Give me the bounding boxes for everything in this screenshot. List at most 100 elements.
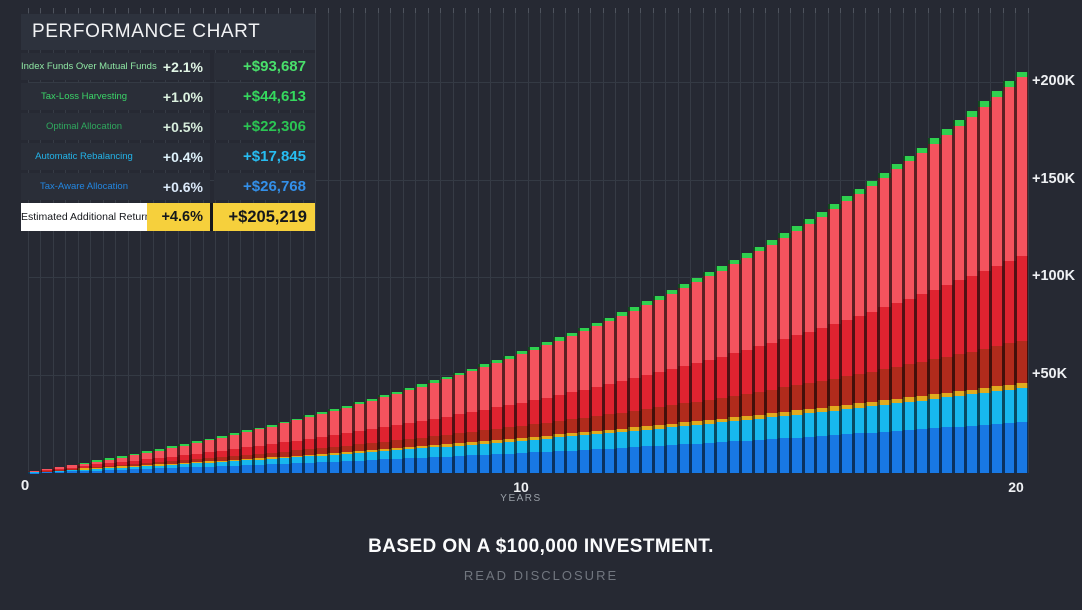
bar	[854, 188, 864, 473]
bar-segment-tax-loss-harvesting	[404, 423, 414, 439]
bar	[654, 295, 664, 473]
bar-segment-highlight-green	[467, 368, 477, 372]
bar-segment-tax-aware-allocation	[117, 469, 127, 473]
gridline-vertical	[590, 8, 591, 473]
bar-segment-automatic-rebalancing	[292, 457, 302, 464]
bar-segment-tax-aware-allocation	[692, 443, 702, 473]
bar-segment-highlight-green	[529, 346, 539, 350]
bar-segment-highlight-yellow	[417, 446, 427, 449]
bar-segment-tax-loss-harvesting	[117, 461, 127, 465]
legend-pct: +1.0%	[162, 88, 203, 105]
bar-segment-automatic-rebalancing	[142, 466, 152, 469]
bar-segment-optimal-allocation	[267, 452, 277, 458]
bar-segment-automatic-rebalancing	[904, 401, 914, 431]
bar-segment-tax-aware-allocation	[192, 467, 202, 473]
bar-segment-automatic-rebalancing	[204, 462, 214, 467]
bar-segment-automatic-rebalancing	[929, 398, 939, 429]
bar-segment-tax-loss-harvesting	[992, 265, 1002, 347]
bar-segment-index-funds-over-mutual-funds	[354, 404, 364, 432]
total-value: +$205,219	[213, 203, 315, 231]
bar-segment-tax-loss-harvesting	[204, 452, 214, 459]
bar-segment-index-funds-over-mutual-funds	[954, 125, 964, 281]
bar-segment-automatic-rebalancing	[517, 440, 527, 454]
bar-segment-tax-loss-harvesting	[392, 425, 402, 441]
bar-segment-automatic-rebalancing	[792, 414, 802, 438]
legend-row-tax-aware-allocation: Tax-Aware Allocation +0.6% +$26,768	[21, 173, 315, 200]
bar-segment-index-funds-over-mutual-funds	[229, 435, 239, 450]
bar	[192, 441, 202, 473]
bar-segment-highlight-yellow	[729, 417, 739, 422]
bar	[292, 418, 302, 473]
bar-segment-highlight-yellow	[754, 414, 764, 419]
bar-segment-tax-aware-allocation	[467, 455, 477, 473]
bar-segment-index-funds-over-mutual-funds	[767, 244, 777, 343]
bar-segment-highlight-yellow	[379, 449, 389, 452]
bar-segment-automatic-rebalancing	[229, 461, 239, 466]
bar-segment-index-funds-over-mutual-funds	[467, 371, 477, 413]
bar-segment-highlight-green	[354, 402, 364, 405]
bar	[179, 443, 189, 473]
bar-segment-optimal-allocation	[879, 369, 889, 401]
bar-segment-highlight-yellow	[679, 422, 689, 427]
bar-segment-highlight-green	[279, 421, 289, 424]
bar-segment-tax-loss-harvesting	[242, 447, 252, 456]
bar-segment-tax-aware-allocation	[279, 463, 289, 473]
bar-segment-highlight-yellow	[979, 387, 989, 393]
read-disclosure-link[interactable]: READ DISCLOSURE	[463, 568, 619, 583]
bar-segment-tax-aware-allocation	[179, 467, 189, 473]
bar-segment-tax-loss-harvesting	[979, 270, 989, 349]
bar	[242, 430, 252, 473]
bar-segment-tax-aware-allocation	[617, 447, 627, 473]
bar-segment-optimal-allocation	[904, 364, 914, 398]
gridline-vertical	[140, 8, 141, 473]
bar-segment-automatic-rebalancing	[642, 429, 652, 447]
bar-segment-automatic-rebalancing	[667, 427, 677, 446]
bar-segment-tax-loss-harvesting	[892, 303, 902, 367]
bar-segment-tax-aware-allocation	[79, 470, 89, 473]
y-axis-label: +50K	[1032, 366, 1068, 383]
bar-segment-tax-aware-allocation	[704, 442, 714, 473]
bar-segment-tax-loss-harvesting	[604, 384, 614, 415]
bar-segment-highlight-yellow	[429, 445, 439, 448]
bar-segment-index-funds-over-mutual-funds	[29, 471, 39, 472]
bar-segment-index-funds-over-mutual-funds	[979, 106, 989, 271]
bar-segment-automatic-rebalancing	[617, 432, 627, 448]
bar-segment-optimal-allocation	[242, 455, 252, 460]
bar-segment-index-funds-over-mutual-funds	[904, 161, 914, 299]
bar-segment-highlight-yellow	[167, 463, 177, 465]
bar-segment-tax-loss-harvesting	[617, 381, 627, 413]
bar-segment-highlight-green	[567, 332, 577, 337]
bar-segment-index-funds-over-mutual-funds	[154, 450, 164, 458]
bar-segment-tax-loss-harvesting	[442, 416, 452, 435]
bar-segment-highlight-yellow	[217, 460, 227, 462]
gridline-vertical	[302, 8, 304, 473]
bar-segment-highlight-green	[667, 290, 677, 295]
bar-segment-highlight-yellow	[692, 421, 702, 425]
bar-segment-index-funds-over-mutual-funds	[417, 386, 427, 422]
bar-segment-index-funds-over-mutual-funds	[142, 453, 152, 460]
bar-segment-highlight-green	[879, 172, 889, 178]
bar-segment-index-funds-over-mutual-funds	[404, 390, 414, 424]
investment-basis-text: BASED ON A $100,000 INVESTMENT.	[368, 536, 714, 557]
bar-segment-highlight-yellow	[829, 406, 839, 411]
bar-segment-optimal-allocation	[992, 346, 1002, 387]
bar	[667, 290, 677, 473]
bar	[779, 233, 789, 473]
bar-segment-highlight-yellow	[492, 439, 502, 443]
bar-segment-index-funds-over-mutual-funds	[692, 282, 702, 363]
bar-segment-tax-loss-harvesting	[79, 465, 89, 468]
gridline-vertical	[390, 8, 391, 473]
bar-segment-highlight-yellow	[317, 453, 327, 456]
bar-segment-tax-aware-allocation	[529, 452, 539, 473]
bar	[29, 470, 39, 473]
bar	[204, 438, 214, 473]
bar-segment-highlight-green	[804, 218, 814, 224]
bar-segment-tax-aware-allocation	[204, 466, 214, 473]
bar	[479, 364, 489, 473]
bar-segment-optimal-allocation	[54, 470, 64, 471]
bar-segment-tax-aware-allocation	[379, 459, 389, 473]
bar-segment-highlight-yellow	[104, 467, 114, 469]
bar-segment-highlight-green	[92, 460, 102, 463]
bar-segment-optimal-allocation	[67, 469, 77, 471]
